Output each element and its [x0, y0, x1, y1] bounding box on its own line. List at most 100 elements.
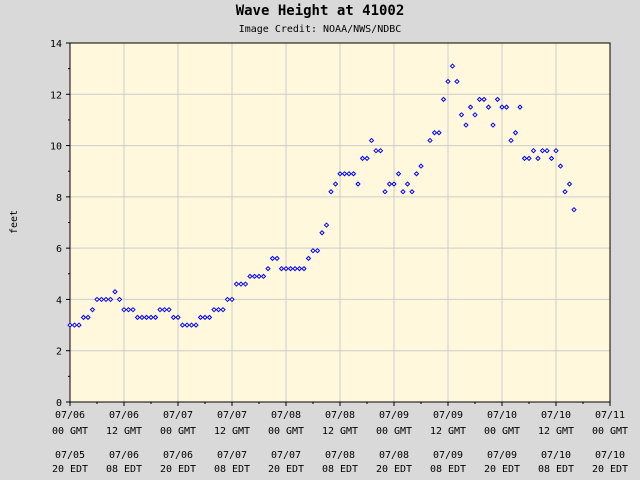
data-point: [287, 265, 294, 272]
data-point: [472, 112, 478, 118]
x-tick-label-gmt: 12 GMT: [538, 426, 574, 437]
data-point: [449, 63, 456, 69]
data-point: [458, 112, 465, 118]
data-point: [80, 314, 87, 321]
x-tick-label-gmt: 07/11: [595, 410, 625, 421]
data-point: [247, 273, 253, 280]
data-point: [494, 96, 501, 103]
x-tick-label-gmt: 12 GMT: [322, 426, 358, 437]
data-point: [490, 122, 496, 128]
x-tick-label-gmt: 12 GMT: [106, 426, 142, 437]
data-point: [476, 96, 483, 103]
data-point: [125, 306, 132, 313]
data-point: [310, 247, 316, 254]
data-point: [242, 281, 249, 287]
x-tick-label-edt: 07/10: [541, 450, 571, 461]
x-tick-label-gmt: 07/06: [109, 410, 139, 421]
data-point: [526, 155, 532, 162]
data-point: [359, 155, 366, 162]
data-point: [98, 296, 105, 303]
image-credit: Image Credit: NOAA/NWS/NDBC: [238, 24, 402, 35]
data-point: [319, 230, 325, 236]
data-point: [454, 78, 460, 85]
data-point: [350, 171, 357, 177]
x-tick-label-edt: 08 EDT: [430, 464, 466, 475]
data-point: [103, 296, 109, 303]
data-point: [211, 306, 217, 313]
x-tick-label-edt: 07/05: [55, 450, 85, 461]
data-point: [467, 104, 474, 110]
data-point: [503, 104, 510, 110]
data-point: [292, 265, 298, 272]
x-tick-label-edt: 20 EDT: [484, 464, 520, 475]
x-tick-label-edt: 20 EDT: [52, 464, 88, 475]
y-tick-label: 0: [56, 398, 62, 409]
data-point: [400, 189, 406, 195]
x-tick-label-edt: 07/10: [595, 450, 625, 461]
y-tick-label: 8: [56, 193, 62, 204]
data-point: [148, 314, 154, 321]
x-tick-label-gmt: 07/07: [217, 410, 247, 421]
data-point: [314, 247, 321, 254]
data-point: [112, 289, 118, 295]
data-point: [395, 171, 402, 177]
data-point: [193, 322, 199, 328]
x-tick-label-edt: 08 EDT: [214, 464, 250, 475]
data-point: [409, 189, 415, 195]
x-tick-label-edt: 20 EDT: [268, 464, 304, 475]
data-point: [328, 189, 334, 195]
data-point: [121, 306, 127, 313]
data-point: [71, 322, 78, 328]
data-point: [116, 296, 123, 303]
data-point: [161, 306, 168, 313]
data-point: [517, 104, 523, 110]
data-point: [85, 314, 91, 321]
axes: 0 2 4 6 8 10 12 14 07/06 00 GMT 07/05 20 EDT 07/06 12…: [50, 39, 628, 475]
data-point: [508, 137, 514, 144]
data-point: [337, 171, 343, 177]
data-point: [197, 314, 204, 321]
data-point: [269, 255, 276, 262]
x-tick-label-gmt: 00 GMT: [592, 426, 628, 437]
x-tick-label-gmt: 07/07: [163, 410, 193, 421]
data-point: [202, 314, 208, 321]
data-point: [418, 163, 424, 169]
x-tick-label-edt: 20 EDT: [376, 464, 412, 475]
data-point: [184, 322, 190, 328]
y-tick-label: 4: [56, 295, 62, 306]
data-point: [499, 104, 505, 110]
x-tick-label-gmt: 07/09: [433, 410, 463, 421]
plot-frame: [69, 42, 611, 403]
data-point: [539, 147, 546, 154]
data-point: [386, 181, 393, 187]
data-point: [571, 206, 577, 213]
data-point: [283, 265, 289, 272]
data-point: [107, 296, 114, 303]
data-point: [391, 181, 397, 187]
data-point: [130, 306, 136, 313]
x-tick-label-edt: 07/06: [163, 450, 193, 461]
x-tick-label-gmt: 07/06: [55, 410, 85, 421]
data-point: [377, 147, 384, 154]
data-point: [535, 155, 541, 162]
data-point: [548, 155, 555, 162]
data-point: [251, 273, 258, 280]
data-point: [260, 273, 267, 280]
data-point: [179, 322, 186, 328]
data-point: [229, 296, 235, 303]
x-tick-label-gmt: 07/10: [541, 410, 571, 421]
x-tick-label-edt: 07/07: [217, 450, 247, 461]
data-point: [94, 296, 100, 303]
data-point: [224, 296, 231, 303]
data-point: [166, 306, 172, 313]
x-tick-label-gmt: 07/08: [325, 410, 355, 421]
data-point: [152, 314, 159, 321]
data-point: [170, 314, 177, 321]
data-point: [323, 222, 330, 228]
data-point: [76, 322, 82, 328]
x-tick-label-gmt: 07/09: [379, 410, 409, 421]
y-tick-label: 6: [56, 244, 62, 255]
x-tick-label-edt: 20 EDT: [592, 464, 628, 475]
x-tick-label-gmt: 00 GMT: [160, 426, 196, 437]
data-point: [301, 265, 307, 272]
